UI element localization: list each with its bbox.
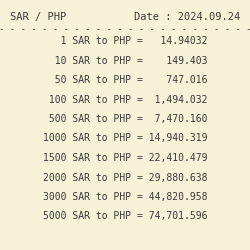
Text: 100 SAR to PHP =  1,494.032: 100 SAR to PHP = 1,494.032	[43, 94, 207, 104]
Text: 1000 SAR to PHP = 14,940.319: 1000 SAR to PHP = 14,940.319	[43, 134, 207, 143]
Text: 3000 SAR to PHP = 44,820.958: 3000 SAR to PHP = 44,820.958	[43, 192, 207, 202]
Text: 500 SAR to PHP =  7,470.160: 500 SAR to PHP = 7,470.160	[43, 114, 207, 124]
Text: 1500 SAR to PHP = 22,410.479: 1500 SAR to PHP = 22,410.479	[43, 153, 207, 163]
Text: 50 SAR to PHP =    747.016: 50 SAR to PHP = 747.016	[43, 75, 207, 85]
Text: SAR / PHP: SAR / PHP	[10, 12, 66, 22]
Text: - - - - - - - - - - - - - - - - - - - - - - - -: - - - - - - - - - - - - - - - - - - - - …	[0, 25, 250, 34]
Text: 5000 SAR to PHP = 74,701.596: 5000 SAR to PHP = 74,701.596	[43, 212, 207, 222]
Text: 2000 SAR to PHP = 29,880.638: 2000 SAR to PHP = 29,880.638	[43, 172, 207, 182]
Text: 1 SAR to PHP =   14.94032: 1 SAR to PHP = 14.94032	[43, 36, 207, 46]
Text: Date : 2024.09.24: Date : 2024.09.24	[134, 12, 240, 22]
Text: 10 SAR to PHP =    149.403: 10 SAR to PHP = 149.403	[43, 56, 207, 66]
